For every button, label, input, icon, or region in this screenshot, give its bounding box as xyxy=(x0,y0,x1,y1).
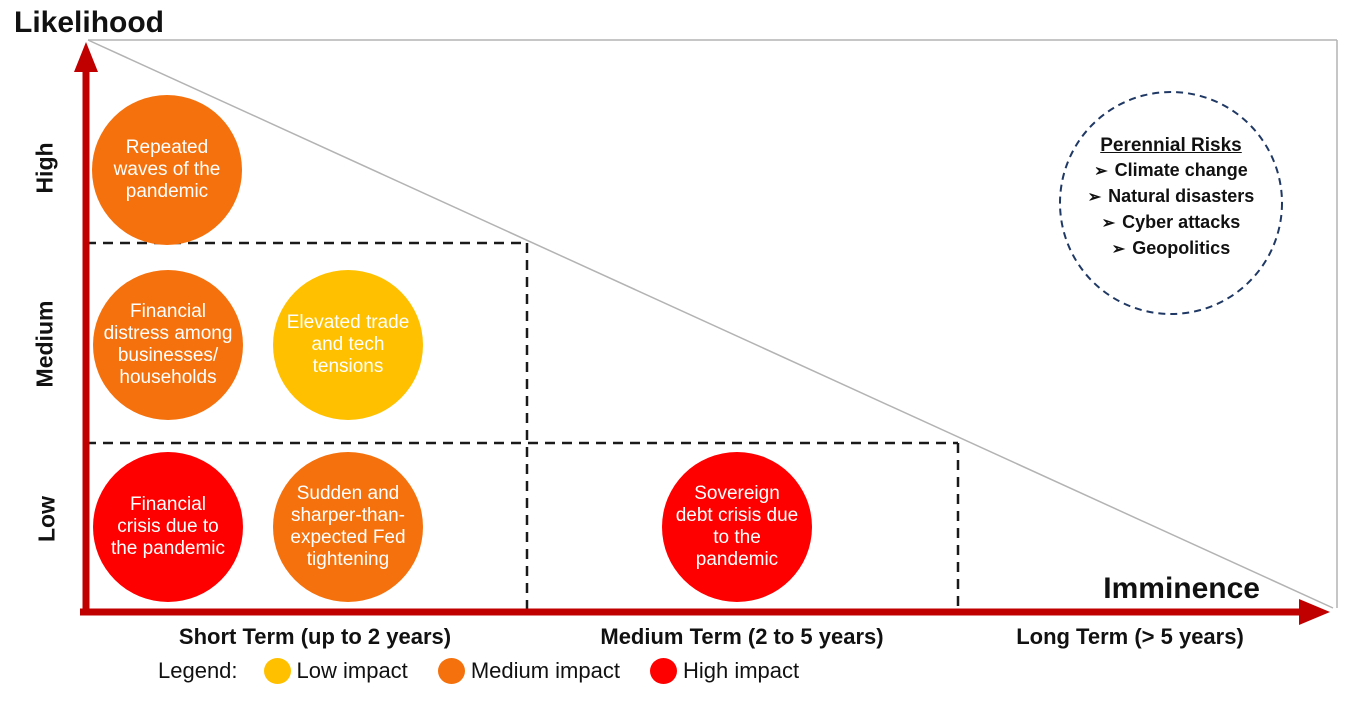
perennial-item-label: Natural disasters xyxy=(1108,186,1255,206)
risk-bubble-fed-tightening: Sudden and sharper-than-expected Fed tight… xyxy=(273,452,423,602)
medium-impact-dot-icon xyxy=(437,658,465,684)
risk-bubble-financial-distress: Financial distress among businesses/househ… xyxy=(93,270,243,420)
y-axis-arrowhead-icon xyxy=(74,42,98,72)
risk-bubble-trade-tech-tensions: Elevated trade and tech tensions xyxy=(273,270,423,420)
y-tick-low: Low xyxy=(33,496,60,542)
x-tick-short-term: Short Term (up to 2 years) xyxy=(178,624,452,649)
legend-label: Legend: xyxy=(158,658,238,683)
perennial-item-label: Geopolitics xyxy=(1132,238,1231,258)
perennial-risks-circle xyxy=(1059,91,1283,315)
arrow-bullet-icon: ➢ xyxy=(1111,241,1126,258)
arrow-bullet-icon: ➢ xyxy=(1087,189,1102,206)
x-tick-medium-term: Medium Term (2 to 5 years) xyxy=(600,624,884,649)
risk-bubble-financial-crisis: Financial crisis due to the pandemic xyxy=(93,452,243,602)
perennial-item-cyber-attacks: ➢ Cyber attacks xyxy=(1041,210,1301,236)
low-impact-dot-icon xyxy=(263,658,291,684)
risk-bubble-sovereign-debt: Sovereign debt crisis due to the pandemic xyxy=(662,452,812,602)
perennial-item-geopolitics: ➢ Geopolitics xyxy=(1041,236,1301,262)
perennial-risks-callout: Perennial Risks ➢ Climate change ➢ Natural… xyxy=(1041,134,1301,262)
diagonal-line xyxy=(87,39,1334,609)
arrow-bullet-icon: ➢ xyxy=(1094,163,1108,180)
legend-item-label: High impact xyxy=(682,658,800,683)
legend-item-label: Medium impact xyxy=(470,658,620,683)
risk-bubble-repeated-waves: Repeated waves of the pandemic xyxy=(92,95,242,245)
legend-item-low-impact: Low impact xyxy=(263,658,408,684)
perennial-item-label: Climate change xyxy=(1114,160,1248,180)
perennial-item-climate: ➢ Climate change xyxy=(1041,158,1301,184)
legend-item-high-impact: High impact xyxy=(649,658,800,684)
perennial-risks-title: Perennial Risks xyxy=(1100,135,1242,156)
x-axis-title: Imminence xyxy=(1103,572,1260,605)
y-tick-medium: Medium xyxy=(31,300,58,388)
perennial-item-label: Cyber attacks xyxy=(1122,212,1241,232)
y-axis-title: Likelihood xyxy=(14,6,164,39)
legend-item-label: Low impact xyxy=(296,658,408,683)
legend: Legend: Low impact Medium impact High im… xyxy=(158,658,829,684)
x-tick-long-term: Long Term (> 5 years) xyxy=(1016,624,1244,649)
high-impact-dot-icon xyxy=(649,658,677,684)
perennial-item-natural-disasters: ➢ Natural disasters xyxy=(1041,184,1301,210)
legend-item-medium-impact: Medium impact xyxy=(437,658,620,684)
y-tick-high: High xyxy=(31,142,58,194)
x-axis-arrowhead-icon xyxy=(1299,599,1330,625)
arrow-bullet-icon: ➢ xyxy=(1101,215,1116,232)
